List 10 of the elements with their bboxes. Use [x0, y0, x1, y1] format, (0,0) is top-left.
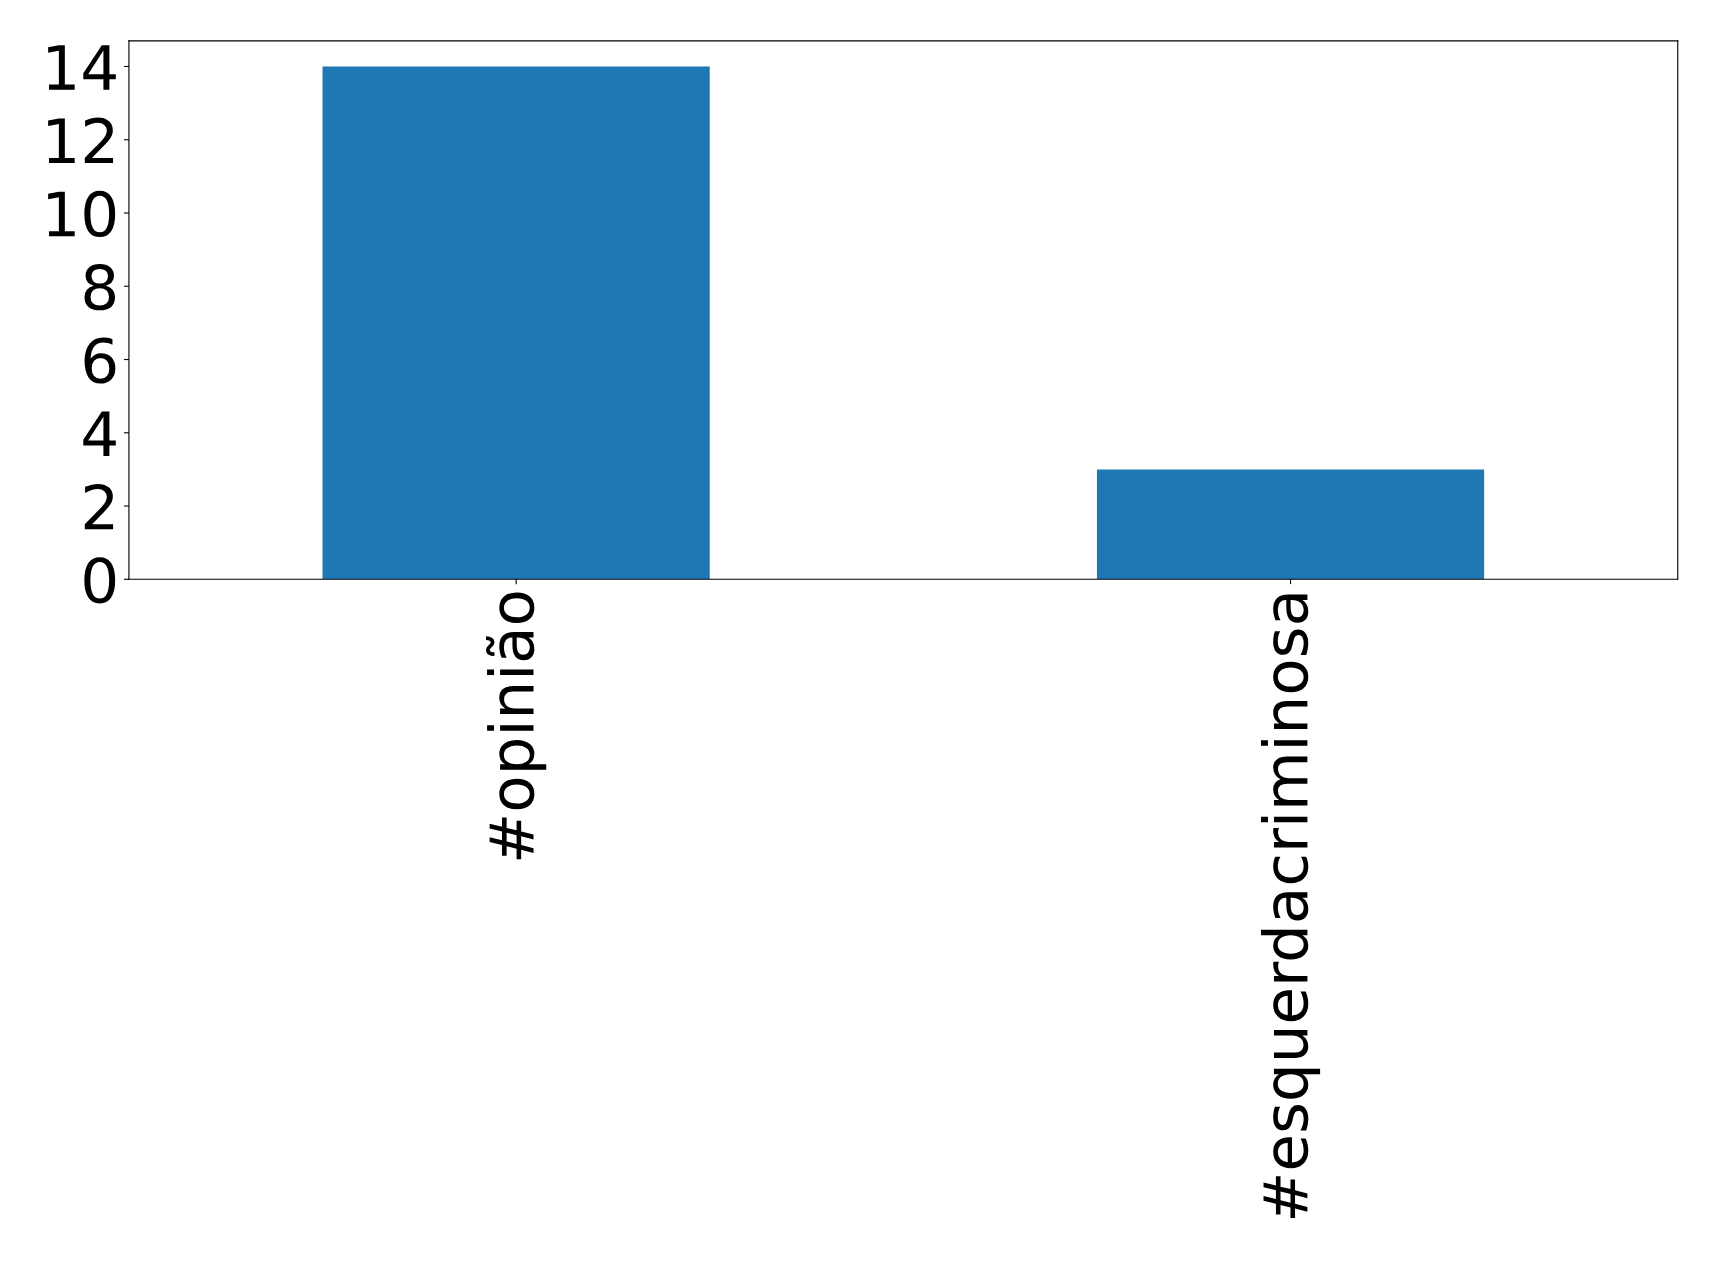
y-tick-label: 8 [84, 264, 116, 311]
y-tick-label: 10 [48, 190, 116, 238]
x-tick-label: #opinião [486, 592, 547, 860]
y-tick-label: 12 [48, 117, 114, 163]
y-tick-label: 0 [84, 557, 116, 604]
y-tick-label: 6 [84, 337, 116, 384]
y-tick-label: 4 [83, 411, 116, 456]
y-tick-label: 14 [48, 45, 116, 90]
y-tick-label: 2 [84, 483, 114, 530]
x-tick-label: #esquerdacriminosa [1260, 594, 1321, 1218]
